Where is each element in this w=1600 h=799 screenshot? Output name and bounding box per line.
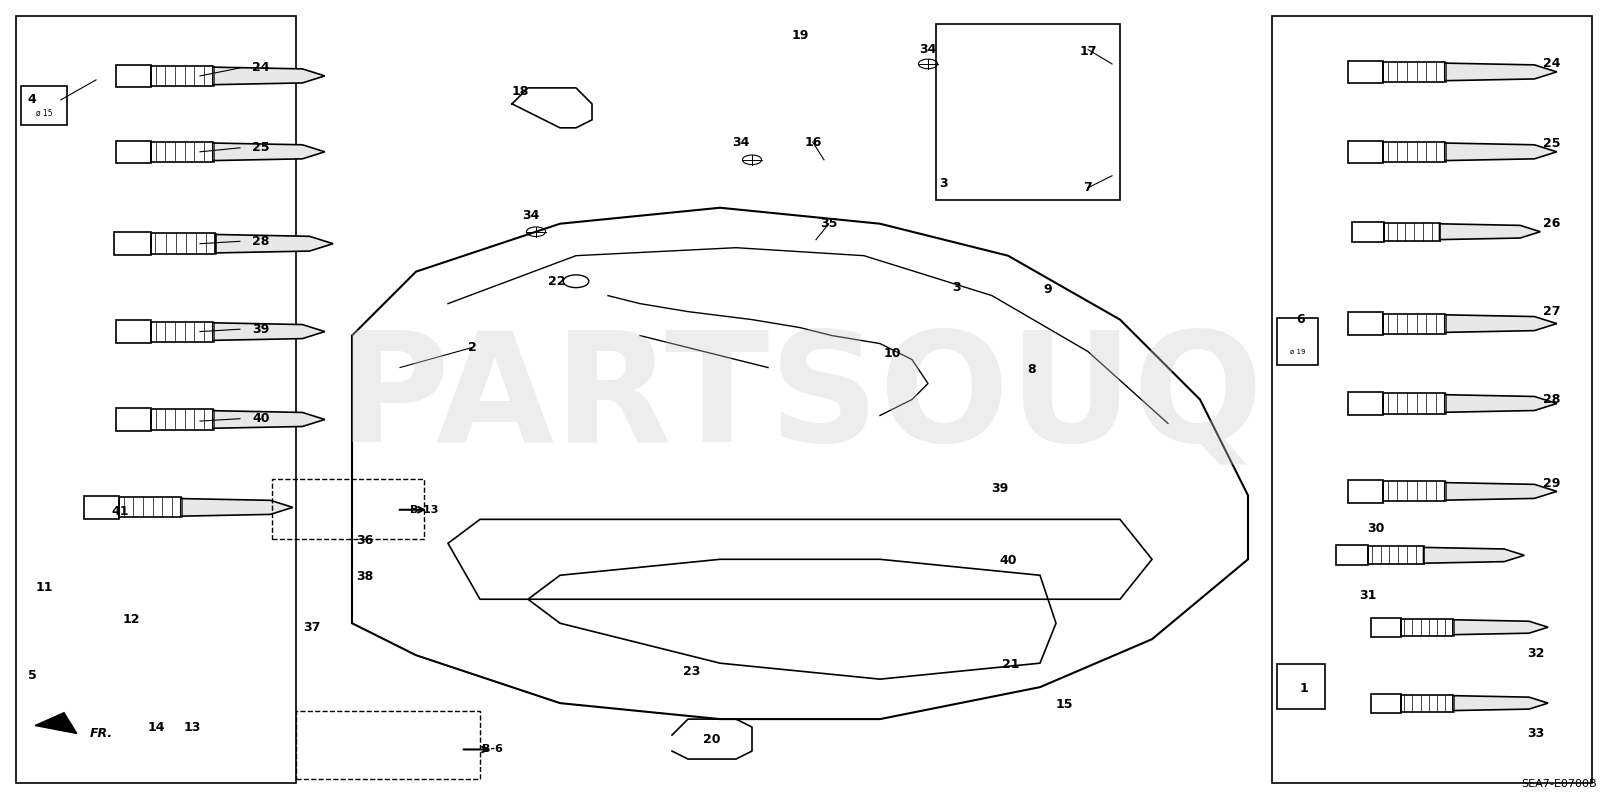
Polygon shape bbox=[1445, 483, 1557, 500]
Polygon shape bbox=[35, 713, 77, 733]
Text: 7: 7 bbox=[1083, 181, 1093, 194]
Text: 18: 18 bbox=[512, 85, 528, 98]
Text: 25: 25 bbox=[1544, 137, 1560, 150]
Polygon shape bbox=[1445, 395, 1557, 412]
Text: 26: 26 bbox=[1544, 217, 1560, 230]
Bar bbox=[296, 711, 480, 779]
Text: 34: 34 bbox=[523, 209, 539, 222]
Text: 24: 24 bbox=[253, 62, 269, 74]
Text: 11: 11 bbox=[37, 581, 53, 594]
Polygon shape bbox=[213, 323, 325, 340]
Polygon shape bbox=[181, 499, 293, 516]
Text: 37: 37 bbox=[304, 621, 320, 634]
Text: 21: 21 bbox=[1003, 658, 1019, 671]
Text: PARTSOUQ: PARTSOUQ bbox=[338, 325, 1262, 474]
Bar bbox=[936, 24, 1120, 200]
Text: 10: 10 bbox=[885, 347, 901, 360]
Text: 40: 40 bbox=[1000, 555, 1016, 567]
Text: 32: 32 bbox=[1528, 647, 1544, 660]
Text: 35: 35 bbox=[821, 217, 837, 230]
Text: B-6: B-6 bbox=[482, 745, 504, 754]
Bar bbox=[16, 16, 296, 783]
Polygon shape bbox=[1445, 143, 1557, 161]
Text: 13: 13 bbox=[184, 721, 200, 733]
Text: 6: 6 bbox=[1296, 313, 1306, 326]
Bar bbox=[272, 479, 424, 539]
Polygon shape bbox=[213, 67, 325, 85]
Polygon shape bbox=[1440, 224, 1541, 240]
Text: 34: 34 bbox=[733, 136, 749, 149]
Text: 27: 27 bbox=[1544, 305, 1560, 318]
Polygon shape bbox=[213, 143, 325, 161]
Text: 20: 20 bbox=[704, 733, 720, 745]
Text: 34: 34 bbox=[920, 43, 936, 56]
Text: FR.: FR. bbox=[90, 727, 112, 740]
Text: 19: 19 bbox=[792, 30, 808, 42]
Polygon shape bbox=[1424, 547, 1525, 563]
Polygon shape bbox=[216, 234, 333, 253]
Text: 39: 39 bbox=[253, 323, 269, 336]
Text: B-13: B-13 bbox=[410, 505, 438, 515]
Text: 4: 4 bbox=[27, 93, 37, 106]
Text: 14: 14 bbox=[149, 721, 165, 733]
Text: 39: 39 bbox=[992, 483, 1008, 495]
Text: 16: 16 bbox=[805, 136, 821, 149]
Text: 3: 3 bbox=[939, 177, 949, 190]
Text: ø 19: ø 19 bbox=[1290, 348, 1306, 355]
Text: 17: 17 bbox=[1080, 46, 1096, 58]
Text: 31: 31 bbox=[1360, 589, 1376, 602]
Bar bbox=[1272, 16, 1592, 783]
Text: 2: 2 bbox=[467, 341, 477, 354]
Text: ø 15: ø 15 bbox=[37, 109, 53, 118]
Text: 30: 30 bbox=[1368, 523, 1384, 535]
Text: SEA7-E0700B: SEA7-E0700B bbox=[1522, 779, 1597, 789]
Text: 12: 12 bbox=[123, 613, 139, 626]
Text: 25: 25 bbox=[253, 141, 269, 154]
Polygon shape bbox=[1453, 696, 1549, 710]
Text: 22: 22 bbox=[549, 275, 565, 288]
Polygon shape bbox=[1445, 315, 1557, 332]
Text: 15: 15 bbox=[1056, 698, 1072, 711]
Text: 24: 24 bbox=[1544, 58, 1560, 70]
Text: 5: 5 bbox=[27, 669, 37, 682]
Polygon shape bbox=[1445, 63, 1557, 81]
Text: 9: 9 bbox=[1043, 283, 1053, 296]
Polygon shape bbox=[1453, 620, 1549, 634]
Text: 28: 28 bbox=[1544, 393, 1560, 406]
Text: 33: 33 bbox=[1528, 727, 1544, 740]
Text: 38: 38 bbox=[357, 570, 373, 583]
Text: 3: 3 bbox=[952, 281, 962, 294]
Text: 41: 41 bbox=[112, 505, 128, 518]
Text: 40: 40 bbox=[253, 412, 269, 425]
Polygon shape bbox=[213, 411, 325, 428]
Text: 1: 1 bbox=[1299, 682, 1309, 695]
Text: 36: 36 bbox=[357, 535, 373, 547]
Text: 29: 29 bbox=[1544, 477, 1560, 490]
Text: 23: 23 bbox=[683, 665, 699, 678]
Text: 28: 28 bbox=[253, 235, 269, 248]
Text: 8: 8 bbox=[1027, 363, 1037, 376]
